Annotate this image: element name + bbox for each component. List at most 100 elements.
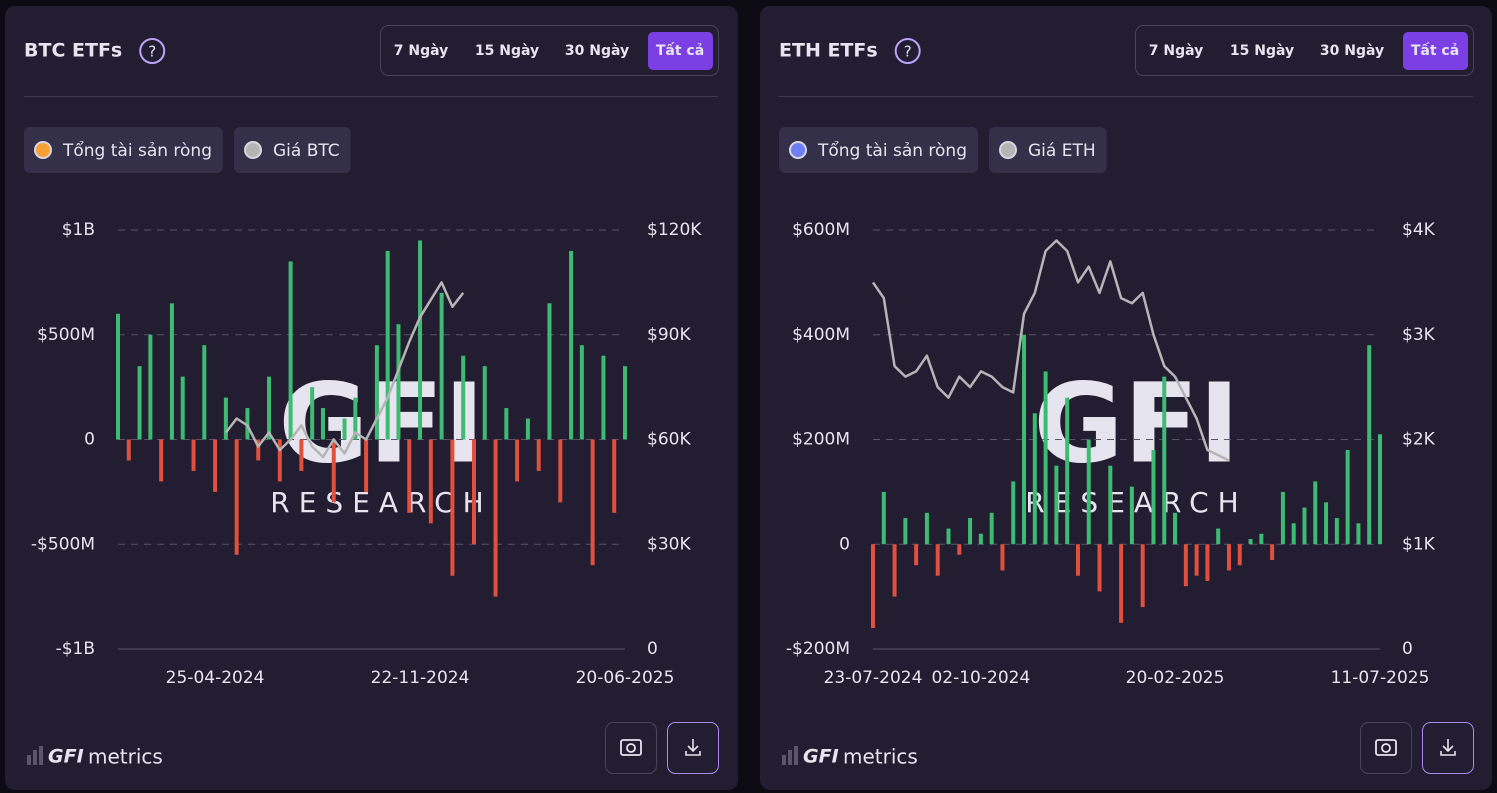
range-button[interactable]: 7 Ngày	[394, 43, 449, 59]
range-button[interactable]: 7 Ngày	[1149, 43, 1204, 59]
bar	[461, 355, 466, 440]
panel-bg	[760, 6, 1492, 790]
bar	[148, 334, 153, 440]
help-icon-text: ?	[904, 43, 912, 61]
range-button-active[interactable]	[1403, 32, 1468, 70]
legend-label: Giá ETH	[1028, 141, 1096, 161]
panel: BTC ETFs? 7 Ngày 15 Ngày 30 Ngày Tất cả Tổng …	[5, 6, 738, 790]
y2-tick-label: 0	[647, 639, 658, 659]
range-button-active[interactable]	[648, 32, 713, 70]
bar	[288, 261, 293, 440]
footer-brand: GFI	[803, 746, 839, 768]
x-tick-label: 23-07-2024	[824, 668, 923, 688]
range-button[interactable]: 15 Ngày	[475, 43, 539, 59]
range-button[interactable]: 15 Ngày	[1230, 43, 1294, 59]
download-button[interactable]	[1422, 722, 1474, 774]
y2-tick-label: $120K	[647, 220, 702, 240]
x-tick-label: 11-07-2025	[1331, 668, 1430, 688]
bar	[1334, 518, 1339, 545]
y-tick-label: $500M	[37, 325, 95, 345]
help-icon[interactable]	[139, 38, 166, 64]
legend-item[interactable]: Giá ETH	[989, 127, 1107, 173]
bar	[364, 439, 369, 492]
bar	[946, 528, 951, 545]
bar	[1075, 544, 1080, 576]
legend-chip	[779, 127, 978, 173]
bar	[558, 439, 563, 503]
x-tick-label: 20-02-2025	[1126, 668, 1225, 688]
watermark-logo: GFI	[1033, 359, 1239, 487]
bar	[310, 387, 315, 440]
bar	[1162, 376, 1167, 545]
y-tick-label: -$500M	[31, 534, 95, 554]
legend-item[interactable]: Tổng tài sản ròng	[24, 127, 223, 173]
brand-icon-bar	[39, 746, 43, 765]
legend-chip	[234, 127, 351, 173]
bar	[515, 439, 520, 482]
bar	[1216, 528, 1221, 545]
bar	[1324, 502, 1329, 545]
bar	[245, 408, 250, 440]
bar	[180, 376, 185, 440]
range-button[interactable]: 30 Ngày	[1320, 43, 1384, 59]
brand-icon-bar	[794, 746, 798, 765]
bar	[1054, 465, 1059, 545]
bar	[1237, 544, 1242, 566]
bar	[1032, 413, 1037, 545]
bar	[407, 439, 412, 513]
bar	[234, 439, 239, 555]
y2-tick-label: $3K	[1402, 325, 1436, 345]
bar	[159, 439, 164, 482]
y2-tick-label: 0	[1402, 639, 1413, 659]
legend-item[interactable]: Tổng tài sản ròng	[779, 127, 978, 173]
bar	[428, 439, 433, 524]
range-button[interactable]: 30 Ngày	[565, 43, 629, 59]
bar	[267, 376, 272, 440]
bar	[871, 544, 875, 629]
bar	[903, 518, 908, 545]
bar	[1065, 397, 1070, 545]
bar	[418, 240, 423, 440]
bar	[1108, 465, 1113, 545]
download-button[interactable]	[667, 722, 719, 774]
camera-icon	[620, 739, 642, 756]
bar	[612, 439, 617, 513]
range-button[interactable]: Tất cả	[1411, 42, 1459, 59]
range-button[interactable]: Tất cả	[656, 42, 704, 59]
y-tick-label: -$200M	[786, 639, 850, 659]
bar	[1259, 533, 1264, 545]
brand-icon-bar	[27, 755, 31, 765]
bar	[1151, 449, 1156, 545]
bar	[1378, 434, 1382, 545]
camera-lens	[626, 743, 636, 753]
bar	[569, 250, 574, 440]
bar	[353, 397, 358, 440]
bar	[924, 512, 929, 545]
footer-product: metrics	[843, 745, 918, 769]
help-icon[interactable]	[894, 38, 921, 64]
legend-item[interactable]: Giá BTC	[234, 127, 351, 173]
legend-label: Tổng tài sản ròng	[62, 140, 212, 161]
bar	[536, 439, 541, 471]
legend-label: Giá BTC	[273, 141, 340, 161]
bar	[1345, 449, 1350, 545]
y2-tick-label: $4K	[1402, 220, 1436, 240]
watermark-text: RESEARCH	[1025, 486, 1247, 519]
bar	[1367, 345, 1372, 545]
bar	[579, 345, 584, 440]
bar	[299, 439, 304, 471]
camera-lens	[1381, 743, 1391, 753]
bar	[1129, 486, 1134, 545]
screenshot-button[interactable]	[1360, 722, 1412, 774]
help-icon-text: ?	[148, 43, 156, 61]
screenshot-button[interactable]	[605, 722, 657, 774]
price-line	[224, 281, 465, 459]
bar	[320, 408, 325, 440]
bar	[493, 439, 498, 597]
bar	[914, 544, 919, 566]
y-tick-label: -$1B	[56, 639, 95, 659]
bar	[623, 366, 627, 440]
bar	[169, 303, 174, 440]
bar	[471, 439, 476, 545]
range-group	[380, 25, 719, 76]
